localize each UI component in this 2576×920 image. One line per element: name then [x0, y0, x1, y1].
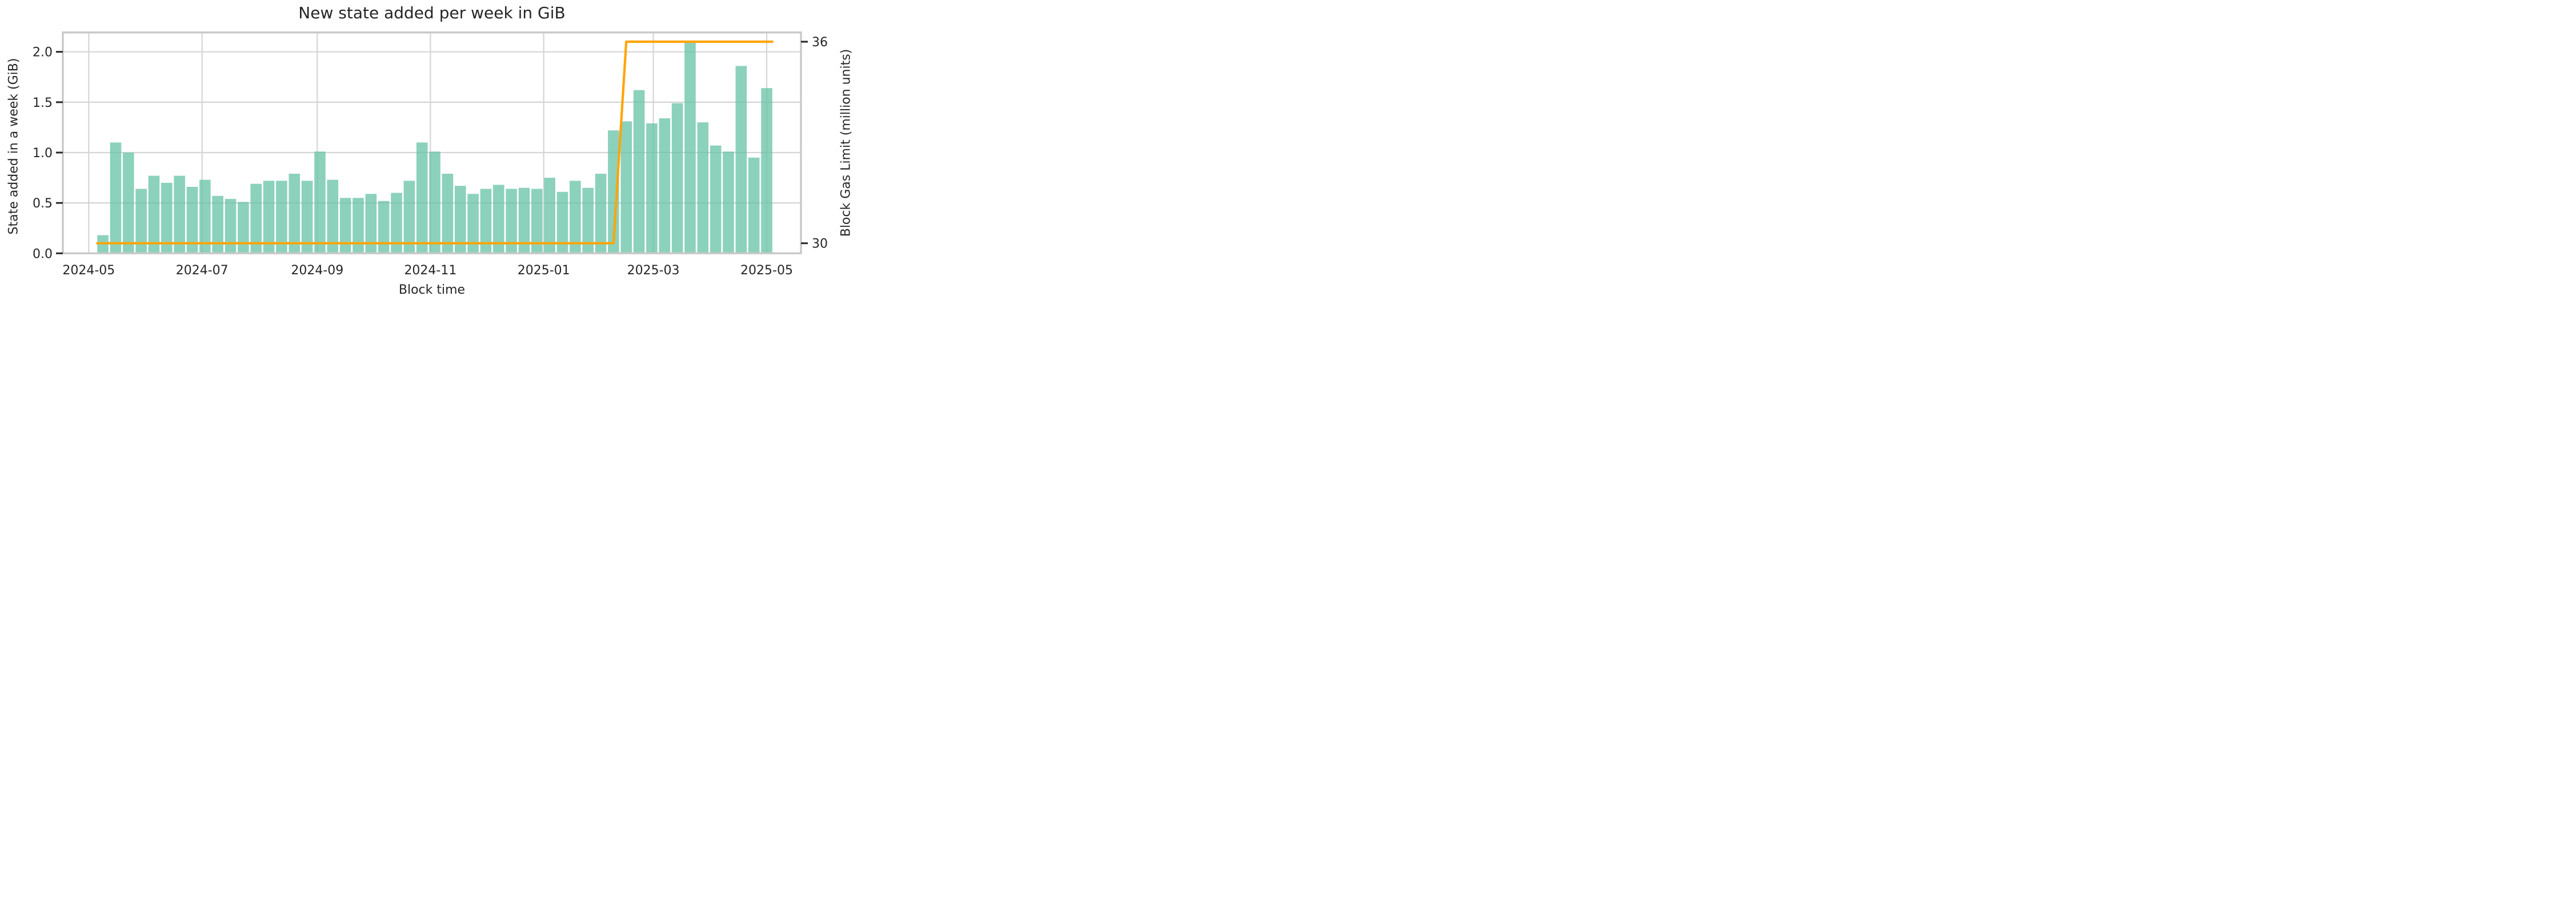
bar — [122, 153, 134, 254]
plot-border — [62, 31, 802, 254]
bar — [403, 181, 415, 254]
y-tick-label-left: 0.0 — [33, 247, 53, 261]
gas-limit-line — [96, 40, 774, 245]
bar — [570, 181, 581, 254]
bar — [723, 151, 734, 254]
plot-svg: 0.0 0.5 1.0 1.5 2.0 30 36 2024-05 2024-07 2024-09… — [33, 31, 828, 278]
y-tick-label-left: 1.5 — [33, 96, 53, 110]
bar — [531, 189, 543, 254]
x-tick-label: 2024-05 — [62, 263, 115, 278]
bar — [556, 191, 568, 254]
y-tick-label-right: 30 — [812, 237, 828, 251]
bar — [659, 118, 671, 254]
bar — [710, 145, 722, 254]
y-axis-label-left: State added in a week (GiB) — [6, 58, 21, 235]
bar — [365, 194, 377, 254]
y-axis-label-right: Block Gas Limit (million units) — [839, 49, 854, 237]
bar — [225, 199, 237, 254]
bar — [110, 142, 122, 254]
x-tick-label: 2025-03 — [627, 263, 680, 278]
bar — [608, 130, 619, 254]
bar — [671, 103, 683, 254]
bar — [289, 174, 301, 254]
bar — [314, 151, 326, 254]
bar — [442, 174, 454, 254]
figure: New state added per week in GiB 0.0 0.5 1.… — [0, 0, 859, 307]
bar — [595, 174, 607, 254]
bar — [161, 182, 173, 254]
bar — [454, 186, 466, 254]
bar — [276, 181, 287, 254]
bar — [301, 181, 313, 254]
bar — [646, 123, 658, 254]
bar — [544, 178, 555, 254]
x-tick-label: 2024-07 — [176, 263, 229, 278]
bar — [174, 175, 185, 254]
bar — [148, 175, 160, 254]
bar — [263, 181, 275, 254]
bar — [327, 179, 339, 254]
bar — [735, 66, 747, 254]
bar — [238, 202, 249, 254]
bar — [761, 88, 772, 254]
bar — [492, 185, 504, 254]
bar — [391, 193, 402, 254]
x-tick-label: 2025-01 — [518, 263, 570, 278]
bar — [480, 189, 492, 254]
chart-title: New state added per week in GiB — [298, 3, 566, 22]
y-tick-label-left: 0.5 — [33, 197, 53, 211]
bar — [339, 198, 351, 254]
bar — [250, 183, 262, 254]
bar — [352, 198, 364, 254]
y-tick-label-right: 36 — [812, 35, 828, 50]
x-tick-label: 2024-09 — [291, 263, 343, 278]
bar — [582, 187, 594, 254]
y-tick-label-left: 1.0 — [33, 146, 53, 161]
bar — [135, 189, 147, 254]
bar — [416, 142, 428, 254]
bar — [199, 179, 211, 254]
bar — [467, 194, 479, 254]
bar — [620, 121, 632, 254]
bar — [697, 122, 709, 254]
bar — [684, 42, 696, 254]
bar — [748, 157, 760, 254]
bar — [378, 201, 390, 254]
x-axis-label: Block time — [398, 283, 466, 297]
y-tick-label-left: 2.0 — [33, 46, 53, 60]
x-tick-label: 2025-05 — [740, 263, 793, 278]
bar — [212, 195, 224, 254]
bar — [186, 186, 198, 254]
bar — [633, 90, 645, 254]
bar — [518, 187, 530, 254]
x-tick-label: 2024-11 — [404, 263, 456, 278]
bar — [429, 151, 440, 254]
bar — [506, 189, 517, 254]
